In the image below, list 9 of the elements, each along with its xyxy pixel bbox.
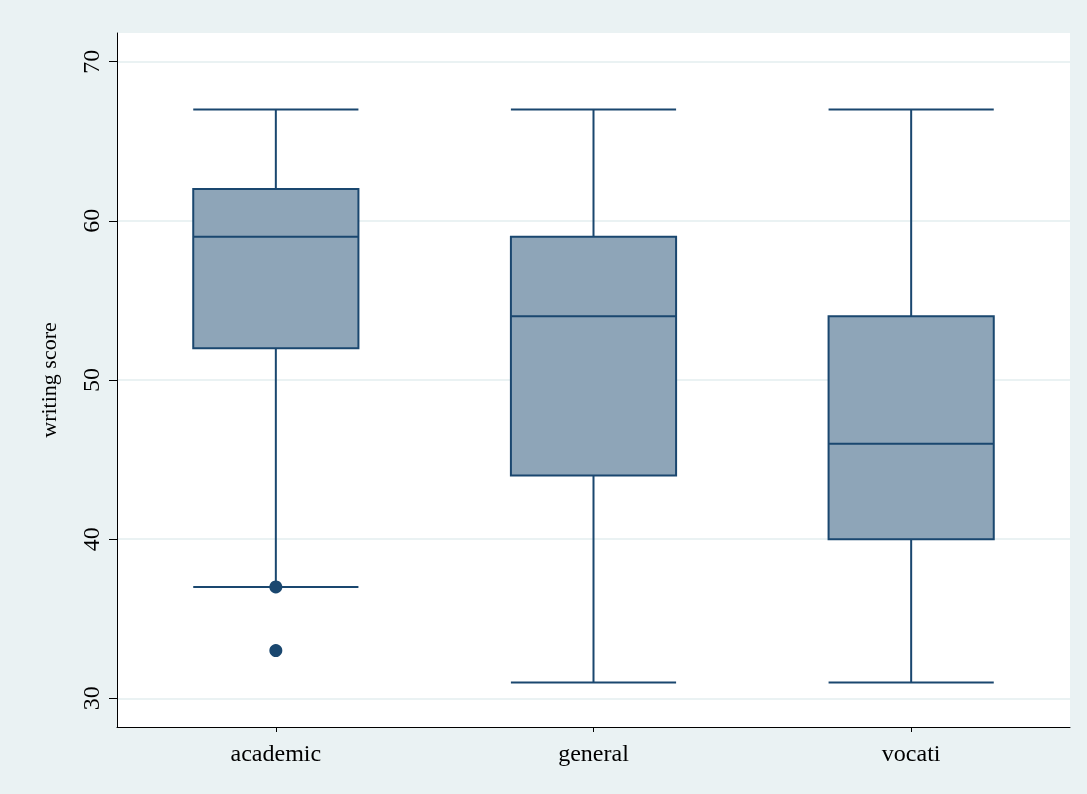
y-tick-label: 50	[78, 368, 104, 392]
y-tick-label: 40	[78, 527, 104, 552]
y-tick-label: 70	[78, 49, 104, 74]
x-tick-label: general	[558, 740, 630, 766]
x-tick-label: academic	[230, 740, 322, 766]
y-tick-label: 60	[78, 208, 104, 233]
y-tick-label: 30	[78, 686, 104, 711]
y-axis-title: writing score	[35, 322, 61, 438]
x-tick-label: vocati	[881, 740, 941, 766]
